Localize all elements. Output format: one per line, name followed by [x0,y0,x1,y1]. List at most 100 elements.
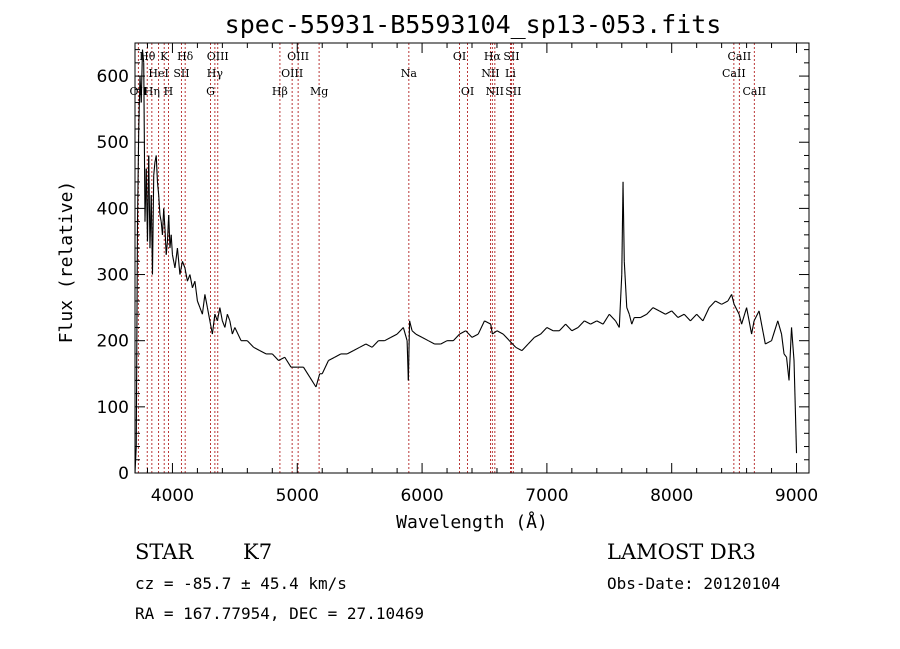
spectrum-segment [615,320,620,328]
y-tick-label: 500 [97,133,129,153]
spectrum-segment [199,307,203,315]
y-tick-label: 300 [97,266,129,286]
spectrum-segment [640,313,647,319]
spectrum-segment [421,336,429,342]
spectrum-segment [151,175,155,275]
spectrum-segment [179,261,183,275]
spectrum-segment [484,320,491,325]
spectrum-segment [259,350,267,355]
spectrum-segment [738,314,743,325]
spectrum-segment [219,307,223,321]
spectrum-segment [596,320,604,325]
spectrum-segment [214,314,218,322]
spectrum-segment [465,330,473,338]
spectrum-segment [690,313,698,322]
obs-date: Obs-Date: 20120104 [607,574,780,593]
emission-line-label: CaII [742,85,766,98]
x-tick-label: 7000 [525,486,568,506]
spectrum-segment [671,310,679,318]
spectrum-segment [677,313,685,319]
spectrum-segment [746,307,753,335]
emission-line-label: SII [505,85,521,98]
spectrum-segment [780,334,785,354]
spectrum-segment [211,314,216,335]
spectrum-segment [409,320,413,331]
spectrum-segment [221,320,226,328]
spectrum-segment [715,300,722,305]
spectrum-segment [155,155,159,182]
spectrum-segment [771,320,779,341]
x-axis-ticks: 4000 5000 6000 7000 8000 9000 [146,43,818,506]
spectrum-segment [321,360,329,375]
spectrum-segment [216,307,221,321]
spectrum-segment [502,333,510,342]
spectrum-segment [158,195,161,216]
spectrum-segment [384,336,392,342]
emission-line-label: HeI [148,67,168,80]
emission-line-label: CaII [722,67,746,80]
spectrum-segment [153,162,156,176]
spectrum-segment [163,208,166,229]
coordinates: RA = 167.77954, DEC = 27.10469 [135,604,424,623]
emission-line-label: OI [453,50,466,63]
spectrum-segment [496,330,504,335]
spectrum-segment [176,248,181,275]
spectrum-segment [135,221,139,447]
spectrum-segment [328,356,335,362]
emission-line-label: Hθ [139,50,156,63]
spectrum-segment [515,346,523,352]
spectrum-segment [534,333,541,338]
star-class: STAR [135,540,194,564]
redshift-info: cz = -85.7 ± 45.4 km/s [135,574,347,593]
spectrum-segment [184,267,188,282]
y-axis-label: Flux (relative) [56,181,77,344]
spectrum-segment [565,323,573,332]
spectrum-segment [156,181,160,196]
spectrum-segment [415,333,423,338]
emission-line-label: Li [505,67,516,80]
spectrum-segment [631,317,635,325]
y-tick-label: 200 [97,332,129,352]
emission-line-label: SII [173,67,189,80]
spectrum-segment [234,327,242,341]
spectrum-segment [452,333,460,342]
y-tick-label: 400 [97,199,129,219]
spectrum-segment [365,343,373,348]
spectrum-segment [209,320,213,335]
emission-line-label: H [164,85,174,98]
spectrum-segment [159,214,162,222]
emission-line-label: CaII [728,50,752,63]
y-tick-label: 0 [118,464,129,484]
spectrum-segment [751,320,755,335]
spectrum-segment [584,320,591,325]
emission-line-label: Na [401,67,418,80]
spectrum-segment [206,307,211,321]
spectrum-segment [646,307,654,315]
plot-frame [134,42,810,474]
spectrum-segment [477,320,485,335]
spectrum-segment [231,327,236,335]
spectrum-segment [788,327,793,381]
spectrum-segment [626,307,630,315]
spectrum-segment [278,356,286,362]
spectrum-segment [765,340,772,345]
spectrum-segment [165,241,168,255]
spectrum-segment [303,366,311,378]
emission-line-label: SII [503,50,519,63]
spectrum-segment [665,310,672,315]
spectrum-segment [201,294,206,315]
spectrum-segment [428,340,435,345]
emission-line-label: Hδ [177,50,194,63]
spectrum-segment [658,310,666,315]
spectrum-segment [731,294,735,305]
spectrum-segment [459,330,467,335]
emission-line-label: Hβ [272,85,288,98]
spectrum-segment [271,353,279,361]
spectrum-segment [777,320,783,335]
spectrum-segment [783,353,787,358]
emission-line-label: NII [486,85,504,98]
emission-line-label: OIII [287,50,309,63]
spectrum-segment [353,346,360,352]
y-axis-ticks: 0 100 200 300 400 500 600 [97,49,809,484]
spectrum-segment [148,155,151,249]
